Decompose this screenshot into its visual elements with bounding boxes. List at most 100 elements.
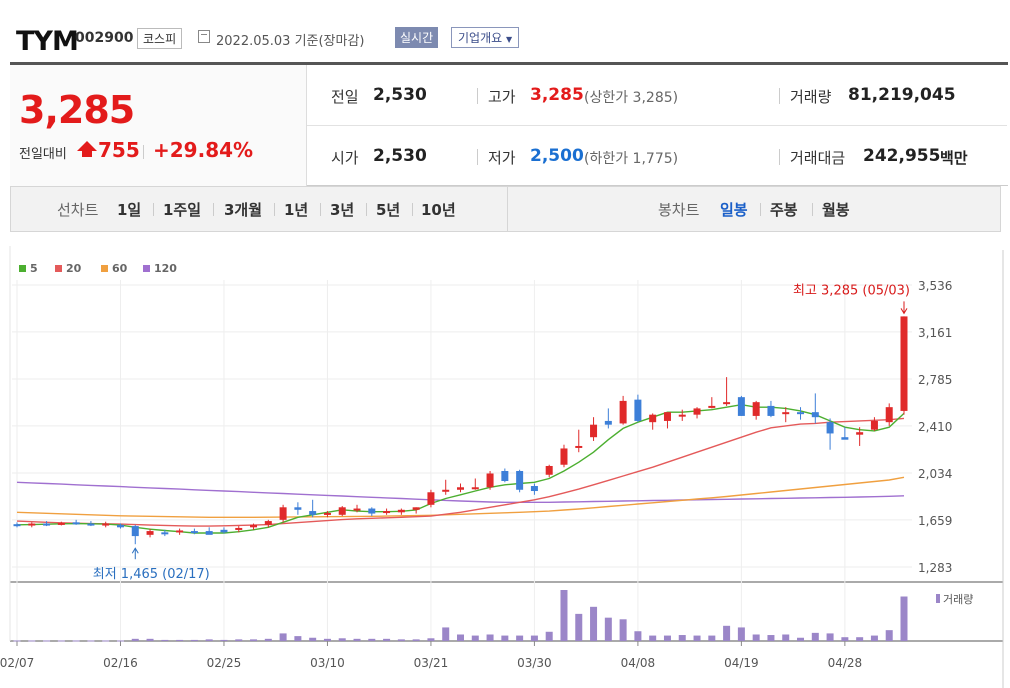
candle-body: [220, 529, 228, 533]
volume-bar: [220, 639, 228, 641]
volume-bar: [146, 638, 154, 641]
divider: [153, 203, 154, 216]
candle-body: [264, 521, 272, 525]
candle-body: [338, 507, 346, 515]
volume-bar: [737, 627, 745, 641]
divider: [779, 149, 780, 165]
candle-body: [560, 448, 568, 465]
period-5y[interactable]: 5년: [376, 201, 401, 219]
candle-body: [767, 405, 775, 416]
company-overview-dropdown[interactable]: 기업개요 ▼: [451, 27, 520, 48]
high-label: 고가: [488, 88, 516, 106]
candle-body: [693, 408, 701, 415]
volume-bar: [412, 639, 420, 641]
candle-body: [353, 508, 361, 511]
high-arrow-icon: [900, 308, 908, 315]
x-tick-label: 03/21: [414, 656, 449, 670]
upper-limit: (상한가 3,285): [584, 90, 679, 106]
realtime-button[interactable]: 실시간: [395, 27, 439, 48]
x-tick-label: 02/16: [103, 656, 138, 670]
amount-label: 거래대금: [790, 149, 846, 167]
change-value: 755: [98, 138, 140, 162]
candle-body: [841, 437, 849, 440]
legend-ma120: 120: [154, 262, 177, 275]
candle-weekly[interactable]: 주봉: [770, 201, 798, 219]
candle-body: [501, 470, 509, 482]
x-tick-label: 03/10: [310, 656, 345, 670]
x-tick-label: 04/08: [621, 656, 656, 670]
change-rate: +29.84%: [153, 138, 254, 162]
volume-bar: [161, 639, 169, 641]
divider: [412, 203, 413, 216]
ma60-line: [16, 476, 905, 518]
period-3y[interactable]: 3년: [330, 201, 355, 219]
volume-bar: [28, 640, 36, 642]
volume-bar: [116, 640, 124, 642]
volume-bar: [560, 590, 568, 641]
legend-swatch-ma5: [19, 265, 26, 272]
low-arrow-icon: [131, 547, 139, 554]
candle-daily[interactable]: 일봉: [720, 201, 748, 219]
volume-bar: [752, 634, 760, 641]
volume-bar: [797, 637, 805, 641]
volume-bar: [131, 638, 139, 641]
candle-body: [131, 526, 139, 537]
volume-bar: [368, 638, 376, 641]
volume-bar: [501, 635, 509, 641]
divider: [213, 203, 214, 216]
candle-body: [13, 524, 21, 527]
ma20-line: [16, 417, 905, 527]
period-1y[interactable]: 1년: [284, 201, 309, 219]
volume-bar: [471, 635, 479, 641]
candle-body: [309, 511, 317, 515]
volume-bar: [205, 639, 213, 641]
candle-body: [737, 397, 745, 416]
volume-bar: [442, 627, 450, 641]
volume-bar: [900, 596, 908, 641]
divider: [760, 203, 761, 216]
stock-candle-chart[interactable]: 3,536 3,161 2,785 2,410 2,034 1,659 1,283 02/07…: [0, 236, 1010, 688]
candle-body: [471, 487, 479, 490]
y-tick-label: 1,283: [918, 561, 952, 575]
candle-body: [442, 489, 450, 492]
candle-body: [545, 465, 553, 475]
volume-label: 거래량: [790, 88, 832, 106]
candle-body: [782, 412, 790, 415]
candle-body: [205, 531, 213, 535]
divider: [366, 203, 367, 216]
candle-body: [457, 487, 464, 490]
period-10y[interactable]: 10년: [421, 201, 456, 219]
candle-body: [723, 402, 731, 405]
volume-bar: [87, 640, 95, 642]
y-tick-label: 2,785: [918, 373, 952, 387]
volume-bar: [294, 636, 302, 641]
volume-bar: [397, 639, 405, 641]
candle-body: [826, 422, 834, 434]
period-1d[interactable]: 1일: [117, 201, 142, 219]
volume-bar: [13, 640, 21, 642]
candle-body: [885, 407, 893, 423]
up-arrow-icon: [77, 141, 97, 151]
candle-body: [575, 445, 583, 448]
legend-swatch-ma20: [55, 265, 62, 272]
candle-body: [43, 523, 51, 526]
volume-bar: [767, 635, 775, 641]
period-1w[interactable]: 1주일: [163, 201, 202, 219]
candle-body: [900, 316, 908, 411]
candle-body: [28, 523, 36, 526]
volume-bar: [678, 635, 686, 641]
legend-ma5: 5: [30, 262, 38, 275]
period-3m[interactable]: 3개월: [224, 201, 263, 219]
x-tick-label: 04/19: [724, 656, 759, 670]
divider: [779, 88, 780, 104]
candle-body: [323, 512, 331, 515]
amount-unit: 백만: [940, 149, 968, 167]
candle-monthly[interactable]: 월봉: [822, 201, 850, 219]
candle-body: [619, 400, 627, 424]
current-price: 3,285: [19, 88, 135, 132]
legend-ma20: 20: [66, 262, 82, 275]
candle-body: [663, 412, 671, 421]
candle-body: [176, 530, 184, 533]
volume-bar: [235, 639, 243, 641]
volume-bar: [309, 637, 317, 641]
